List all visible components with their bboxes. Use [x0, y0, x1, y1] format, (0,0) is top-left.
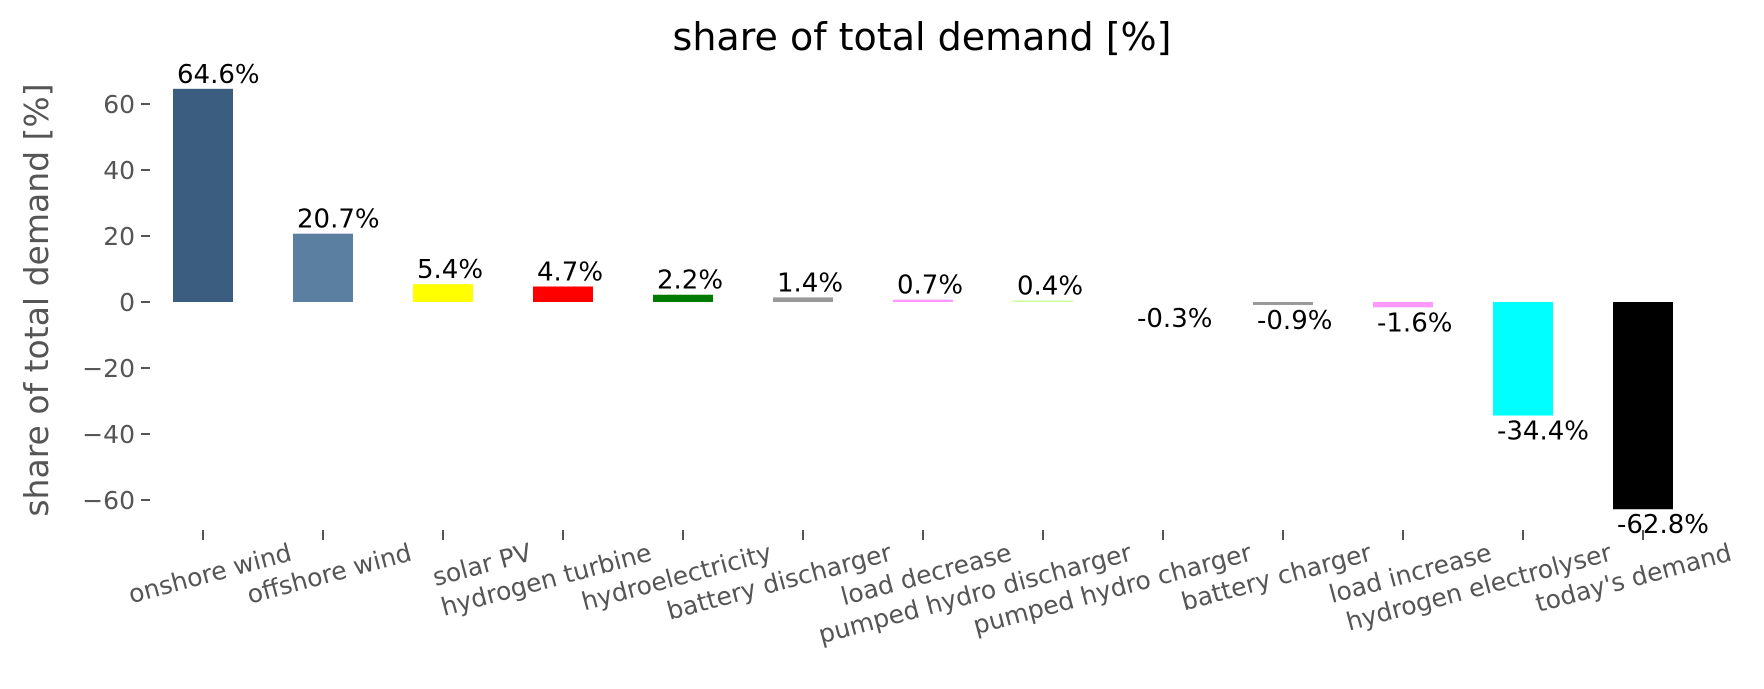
- data-label: -34.4%: [1497, 417, 1589, 447]
- y-tick-label: 60: [103, 90, 135, 119]
- bar: [773, 297, 833, 302]
- data-label: 0.4%: [1017, 272, 1083, 302]
- chart-title: share of total demand [%]: [673, 15, 1172, 59]
- bar: [1133, 302, 1193, 304]
- y-tick-label: 40: [103, 156, 135, 185]
- data-labels: 64.6% 20.7% 5.4% 4.7% 2.2% 1.4% 0.7% 0.4% -0.3% -…: [177, 60, 1709, 540]
- y-axis-label: share of total demand [%]: [17, 83, 56, 516]
- data-label: 4.7%: [537, 257, 603, 287]
- data-label: -1.6%: [1377, 308, 1452, 338]
- data-label: 5.4%: [417, 255, 483, 285]
- bar: [653, 294, 713, 302]
- bar: [1373, 302, 1433, 308]
- y-tick-label: −40: [82, 420, 135, 449]
- y-axis: 60 40 20 0 −20 −40 −60: [82, 90, 150, 515]
- y-tick-label: −20: [82, 354, 135, 383]
- bar: [1613, 302, 1673, 510]
- data-label: -62.8%: [1617, 510, 1709, 540]
- bar: [1013, 300, 1073, 302]
- bar: [533, 286, 593, 302]
- bar: [173, 88, 233, 302]
- data-label: 20.7%: [297, 205, 380, 235]
- y-tick-label: 0: [119, 288, 135, 317]
- data-label: 64.6%: [177, 60, 260, 90]
- data-label: 0.7%: [897, 271, 963, 301]
- bar: [293, 233, 353, 302]
- data-label: -0.3%: [1137, 304, 1212, 334]
- data-label: -0.9%: [1257, 306, 1332, 336]
- data-label: 2.2%: [657, 266, 723, 296]
- bars: [173, 88, 1673, 510]
- y-tick-label: −60: [82, 486, 135, 515]
- bar: [893, 299, 953, 302]
- data-label: 1.4%: [777, 268, 843, 298]
- bar: [413, 284, 473, 302]
- bar: [1493, 302, 1553, 416]
- bar: [1253, 302, 1313, 305]
- y-tick-label: 20: [103, 222, 135, 251]
